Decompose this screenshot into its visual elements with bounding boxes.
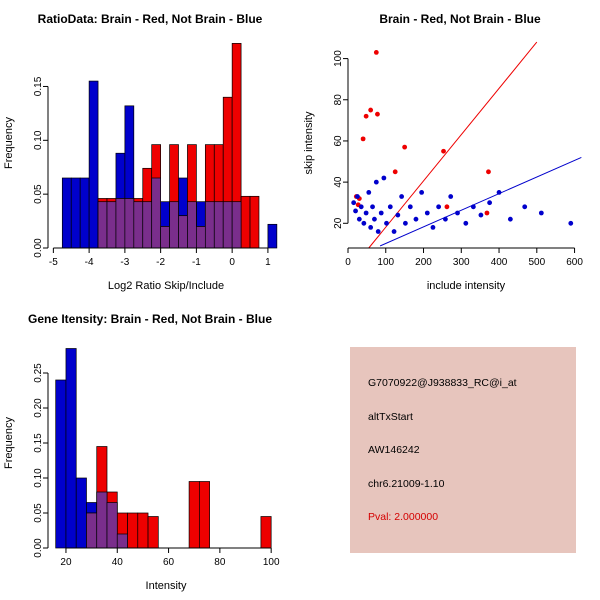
svg-text:500: 500 xyxy=(528,257,545,268)
svg-text:40: 40 xyxy=(112,557,124,568)
svg-text:-4: -4 xyxy=(85,257,94,268)
svg-text:80: 80 xyxy=(333,94,344,106)
svg-text:0.05: 0.05 xyxy=(33,503,44,523)
svg-text:40: 40 xyxy=(333,176,344,188)
chart-title: RatioData: Brain - Red, Not Brain - Blue xyxy=(38,12,263,26)
x-axis-label: Log2 Ratio Skip/Include xyxy=(108,280,224,292)
svg-text:0.00: 0.00 xyxy=(33,238,44,258)
y-axis-label: Frequency xyxy=(3,417,15,469)
svg-text:-2: -2 xyxy=(156,257,165,268)
chart-title: Gene Itensity: Brain - Red, Not Brain - … xyxy=(28,312,272,326)
svg-text:-5: -5 xyxy=(49,257,58,268)
ratio-histogram-plot: RatioData: Brain - Red, Not Brain - Blue… xyxy=(3,12,278,292)
svg-text:0: 0 xyxy=(345,257,351,268)
alt-tx-start: altTxStart xyxy=(368,410,413,423)
svg-text:1: 1 xyxy=(265,257,271,268)
x-axis-label: Intensity xyxy=(146,580,187,592)
svg-text:200: 200 xyxy=(415,257,432,268)
panel-gene-info: G7070922@J938833_RC@i_at altTxStart AW14… xyxy=(300,300,600,600)
genbank-accession: AW146242 xyxy=(368,444,420,456)
svg-text:100: 100 xyxy=(377,257,394,268)
probe-id: G7070922@J938833_RC@i_at xyxy=(368,377,517,389)
panel-intensity-scatter: Brain - Red, Not Brain - Blue include in… xyxy=(300,0,600,300)
panel-gene-intensity-histogram: Gene Itensity: Brain - Red, Not Brain - … xyxy=(0,300,300,600)
pval: Pval: 2.000000 xyxy=(368,511,439,523)
y-axis-label: Frequency xyxy=(3,117,15,169)
svg-text:0.15: 0.15 xyxy=(33,433,44,453)
svg-text:60: 60 xyxy=(333,135,344,147)
svg-text:-1: -1 xyxy=(192,257,201,268)
svg-text:100: 100 xyxy=(263,557,280,568)
svg-text:0.10: 0.10 xyxy=(33,468,44,488)
intensity-scatter-plot: Brain - Red, Not Brain - Blue include in… xyxy=(303,12,583,292)
svg-text:0.05: 0.05 xyxy=(33,184,44,204)
svg-text:0: 0 xyxy=(229,257,235,268)
gene-intensity-histogram-plot: Gene Itensity: Brain - Red, Not Brain - … xyxy=(3,312,280,592)
svg-text:0.00: 0.00 xyxy=(33,538,44,558)
svg-text:0.15: 0.15 xyxy=(33,76,44,96)
svg-text:0.20: 0.20 xyxy=(33,398,44,418)
chart-title: Brain - Red, Not Brain - Blue xyxy=(379,12,541,26)
svg-text:600: 600 xyxy=(566,257,583,268)
svg-text:0.25: 0.25 xyxy=(33,363,44,383)
svg-text:80: 80 xyxy=(214,557,226,568)
gene-info-box: G7070922@J938833_RC@i_at altTxStart AW14… xyxy=(350,347,576,553)
svg-text:-3: -3 xyxy=(120,257,129,268)
svg-text:60: 60 xyxy=(163,557,175,568)
chromosome-location: chr6.21009-1.10 xyxy=(368,477,445,490)
svg-text:20: 20 xyxy=(333,217,344,229)
svg-text:0.10: 0.10 xyxy=(33,130,44,150)
panel-ratio-histogram: RatioData: Brain - Red, Not Brain - Blue… xyxy=(0,0,300,300)
x-axis-label: include intensity xyxy=(427,280,506,292)
svg-text:20: 20 xyxy=(60,557,72,568)
y-axis-label: skip intensity xyxy=(303,111,315,174)
svg-text:400: 400 xyxy=(491,257,508,268)
svg-text:100: 100 xyxy=(333,50,344,67)
svg-text:300: 300 xyxy=(453,257,470,268)
